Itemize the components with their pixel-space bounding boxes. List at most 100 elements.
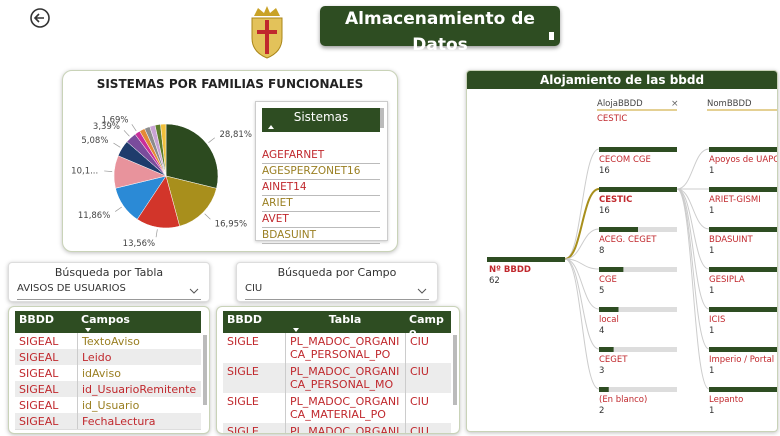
table-cell: SIGEAL bbox=[19, 383, 59, 396]
connector bbox=[676, 188, 710, 270]
column-header: Tabla bbox=[328, 313, 362, 326]
pie-label: 13,56% bbox=[123, 239, 155, 249]
node-value: 1 bbox=[709, 166, 714, 176]
node-label: Apoyos de UAPC bbox=[709, 155, 777, 165]
connector bbox=[676, 188, 710, 350]
column-field: AlojaBBDD bbox=[597, 99, 643, 109]
back-button[interactable] bbox=[28, 6, 52, 30]
sistemas-slicer: Sistemas AGEFARNET AGESPERZONET16 AINET14 A… bbox=[255, 101, 388, 244]
bar bbox=[599, 347, 614, 352]
bar bbox=[599, 307, 619, 312]
node-value: 1 bbox=[709, 206, 714, 216]
node-value: 3 bbox=[599, 366, 604, 376]
tablas-table: BBDD Tabla Campo SIGLE PL_MADOC_ORGANICA_PER… bbox=[216, 306, 460, 434]
table-cell: CIU bbox=[405, 363, 451, 393]
bar-track bbox=[599, 347, 677, 352]
table-cell: SIGLE bbox=[227, 365, 259, 378]
table-cell: SIGEAL bbox=[19, 415, 59, 428]
slicer-item[interactable]: AVET bbox=[262, 212, 380, 228]
slicer-item[interactable]: AGESPERZONET16 bbox=[262, 164, 380, 180]
slicer-item[interactable]: AINET14 bbox=[262, 180, 380, 196]
table-row: SIGEAL id_UsuarioRemitente bbox=[15, 381, 201, 398]
bar bbox=[487, 257, 565, 262]
leader-line bbox=[113, 142, 121, 148]
bar bbox=[709, 147, 777, 152]
slicer-title: Sistemas bbox=[293, 110, 349, 124]
node-label: local bbox=[599, 315, 619, 325]
node-label: BDASUINT bbox=[709, 235, 754, 245]
table-row: SIGEAL FechaLectura bbox=[15, 413, 201, 430]
remove-icon: × bbox=[671, 99, 679, 109]
connector bbox=[564, 258, 600, 390]
pie-slice bbox=[160, 123, 167, 177]
bar-track bbox=[599, 387, 677, 392]
table-cell: idAviso bbox=[77, 365, 201, 381]
node-label: CGE bbox=[599, 275, 617, 285]
dropdown-value: CIU bbox=[245, 283, 429, 300]
tabla-dropdown[interactable]: Búsqueda por Tabla AVISOS DE USUARIOS bbox=[8, 262, 210, 302]
chevron bbox=[417, 288, 427, 294]
bar bbox=[599, 147, 677, 152]
dropdown-label: Búsqueda por Tabla bbox=[54, 266, 164, 279]
node-label: GESIPLA bbox=[709, 275, 745, 285]
table-header: BBDD Campos bbox=[15, 311, 201, 333]
bar bbox=[599, 187, 677, 192]
tree-card: Alojamiento de las bbdd AlojaBBDD × CESTIC… bbox=[466, 70, 778, 432]
slicer-item[interactable]: BDASUINT bbox=[262, 228, 380, 244]
page-title: Almacenamiento de Datos bbox=[320, 6, 560, 55]
chevron bbox=[189, 288, 199, 294]
campo-dropdown[interactable]: Búsqueda por Campo CIU bbox=[236, 262, 438, 302]
dropdown-label: Búsqueda por Campo bbox=[277, 266, 397, 279]
pie-label: 28,81% bbox=[219, 130, 251, 140]
pie-slice bbox=[165, 175, 217, 227]
slicer-item[interactable]: AGEFARNET bbox=[262, 148, 380, 164]
sort-caret bbox=[268, 125, 274, 129]
connector bbox=[564, 258, 600, 270]
scrollbar bbox=[380, 108, 384, 128]
emblem bbox=[251, 6, 283, 59]
table-header: BBDD Tabla Campo bbox=[223, 311, 451, 333]
table-row: SIGLE PL_MADOC_ORGANICA_PERSONAL_MODCIU bbox=[223, 363, 451, 394]
campos-table: BBDD Campos SIGEAL TextoAviso SIGEAL Leido SIG… bbox=[8, 306, 210, 434]
pie-card: SISTEMAS POR FAMILIAS FUNCIONALES 28,81%… bbox=[62, 70, 398, 252]
node-label: ICIS bbox=[709, 315, 725, 325]
table-cell: id_Usuario bbox=[77, 397, 201, 413]
dropdown-value: AVISOS DE USUARIOS bbox=[17, 283, 201, 300]
connector bbox=[676, 188, 710, 390]
bar bbox=[599, 267, 624, 272]
pie-label: 5,08% bbox=[81, 136, 108, 146]
table-cell: SIGEAL bbox=[19, 399, 59, 412]
table-row: SIGLE PL_MADOC_ORGANICA_MATERIAL_PO CIU bbox=[223, 393, 451, 424]
bar bbox=[709, 267, 777, 272]
node-label: ACEG. CEGET bbox=[599, 235, 657, 245]
table-cell: PL_MADOC_ORGANICA_PERSONAL_PO bbox=[285, 333, 405, 363]
table-row: SIGEAL idAviso bbox=[15, 365, 201, 382]
node-label: (En blanco) bbox=[599, 395, 647, 405]
connector bbox=[564, 228, 600, 260]
table-cell: PL_MADOC_ORGANICA_ bbox=[285, 423, 405, 433]
bar bbox=[709, 387, 777, 392]
table-cell: SIGEAL bbox=[19, 367, 59, 380]
bar-track bbox=[599, 267, 677, 272]
column-header: Campos bbox=[81, 313, 130, 326]
node-value: 16 bbox=[599, 206, 610, 216]
node-value: 1 bbox=[709, 406, 714, 416]
table-cell: CIU bbox=[405, 393, 451, 423]
node-value: 1 bbox=[709, 366, 714, 376]
connector bbox=[564, 258, 600, 310]
slicer-item[interactable]: ARIET bbox=[262, 196, 380, 212]
leader-line bbox=[204, 213, 211, 220]
node-value: 1 bbox=[709, 246, 714, 256]
slicer-header[interactable]: Sistemas bbox=[262, 108, 380, 132]
sort-caret bbox=[85, 328, 91, 332]
table-cell: CIU bbox=[405, 423, 451, 433]
node-label: CESTIC bbox=[599, 195, 632, 205]
node-label: ARIET-GISMI bbox=[709, 195, 761, 205]
table-cell: SIGLE bbox=[227, 335, 259, 348]
table-cell: PL_MADOC_ORGANICA_MATERIAL_PO bbox=[285, 393, 405, 423]
column-filter: CESTIC bbox=[597, 114, 627, 124]
column-header: BBDD bbox=[19, 313, 55, 326]
connector bbox=[564, 188, 600, 260]
node-value: 8 bbox=[599, 246, 604, 256]
